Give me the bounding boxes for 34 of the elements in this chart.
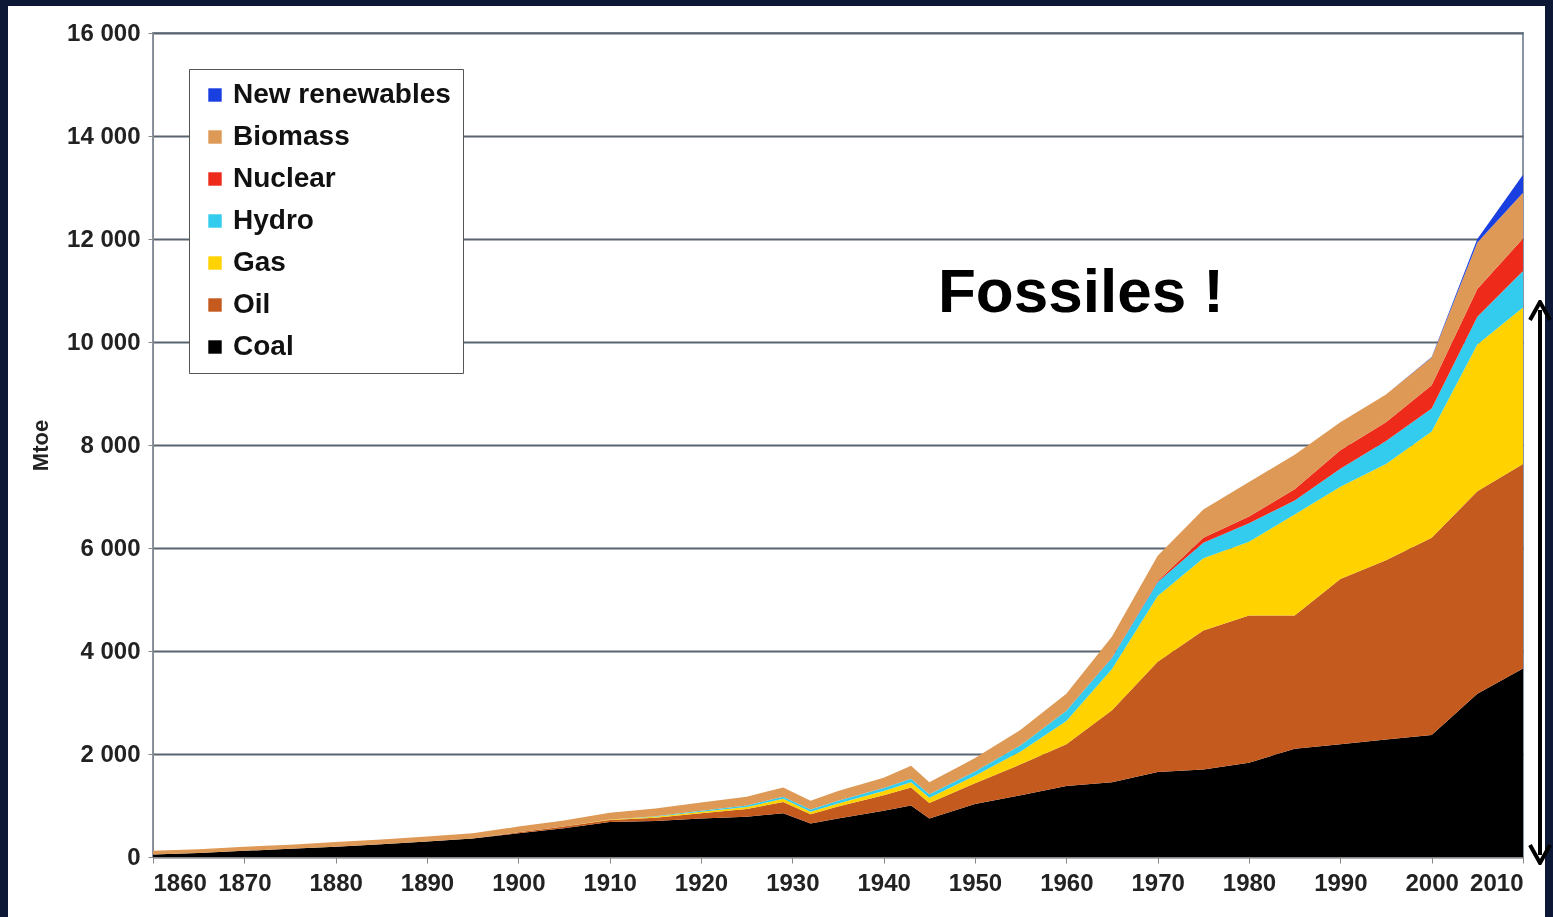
x-tick-label: 1990: [1314, 868, 1368, 896]
legend-label: Hydro: [233, 204, 314, 235]
legend-label: Nuclear: [233, 162, 336, 193]
x-tick-label: 1910: [583, 868, 637, 896]
x-tick-label: 1900: [492, 868, 546, 896]
legend-label: Gas: [233, 246, 286, 277]
x-tick-label: 1950: [948, 868, 1003, 896]
x-tick-label: 1870: [218, 868, 272, 896]
legend-label: Coal: [233, 330, 294, 361]
y-tick-label: 12 000: [67, 224, 141, 252]
y-tick-label: 16 000: [67, 18, 141, 46]
y-tick-label: 8 000: [80, 430, 141, 458]
x-tick-label: 2000: [1405, 868, 1459, 896]
annotation: Fossiles !: [938, 256, 1224, 325]
x-tick-label: 2010: [1470, 868, 1524, 896]
y-tick-label: 6 000: [80, 533, 141, 561]
legend-label: Biomass: [233, 120, 350, 151]
y-tick-label: 4 000: [80, 636, 141, 664]
y-tick-label: 0: [127, 842, 141, 870]
x-tick-label: 1980: [1222, 868, 1277, 896]
x-tick-label: 1970: [1131, 868, 1185, 896]
x-tick-label: 1960: [1040, 868, 1094, 896]
y-axis-title: Mtoe: [28, 419, 54, 472]
y-tick-label: 14 000: [67, 121, 141, 149]
y-tick-label: 2 000: [80, 739, 141, 767]
x-tick-label: 1920: [674, 868, 729, 896]
x-tick-label: 1940: [857, 868, 911, 896]
x-tick-label: 1930: [766, 868, 820, 896]
x-tick-label: 1890: [400, 868, 455, 896]
legend-label: Oil: [233, 288, 271, 319]
legend-label: New renewables: [233, 78, 451, 109]
y-tick-label: 10 000: [67, 327, 141, 355]
x-tick-label: 1880: [309, 868, 363, 896]
x-tick-label: 1860: [153, 868, 207, 896]
